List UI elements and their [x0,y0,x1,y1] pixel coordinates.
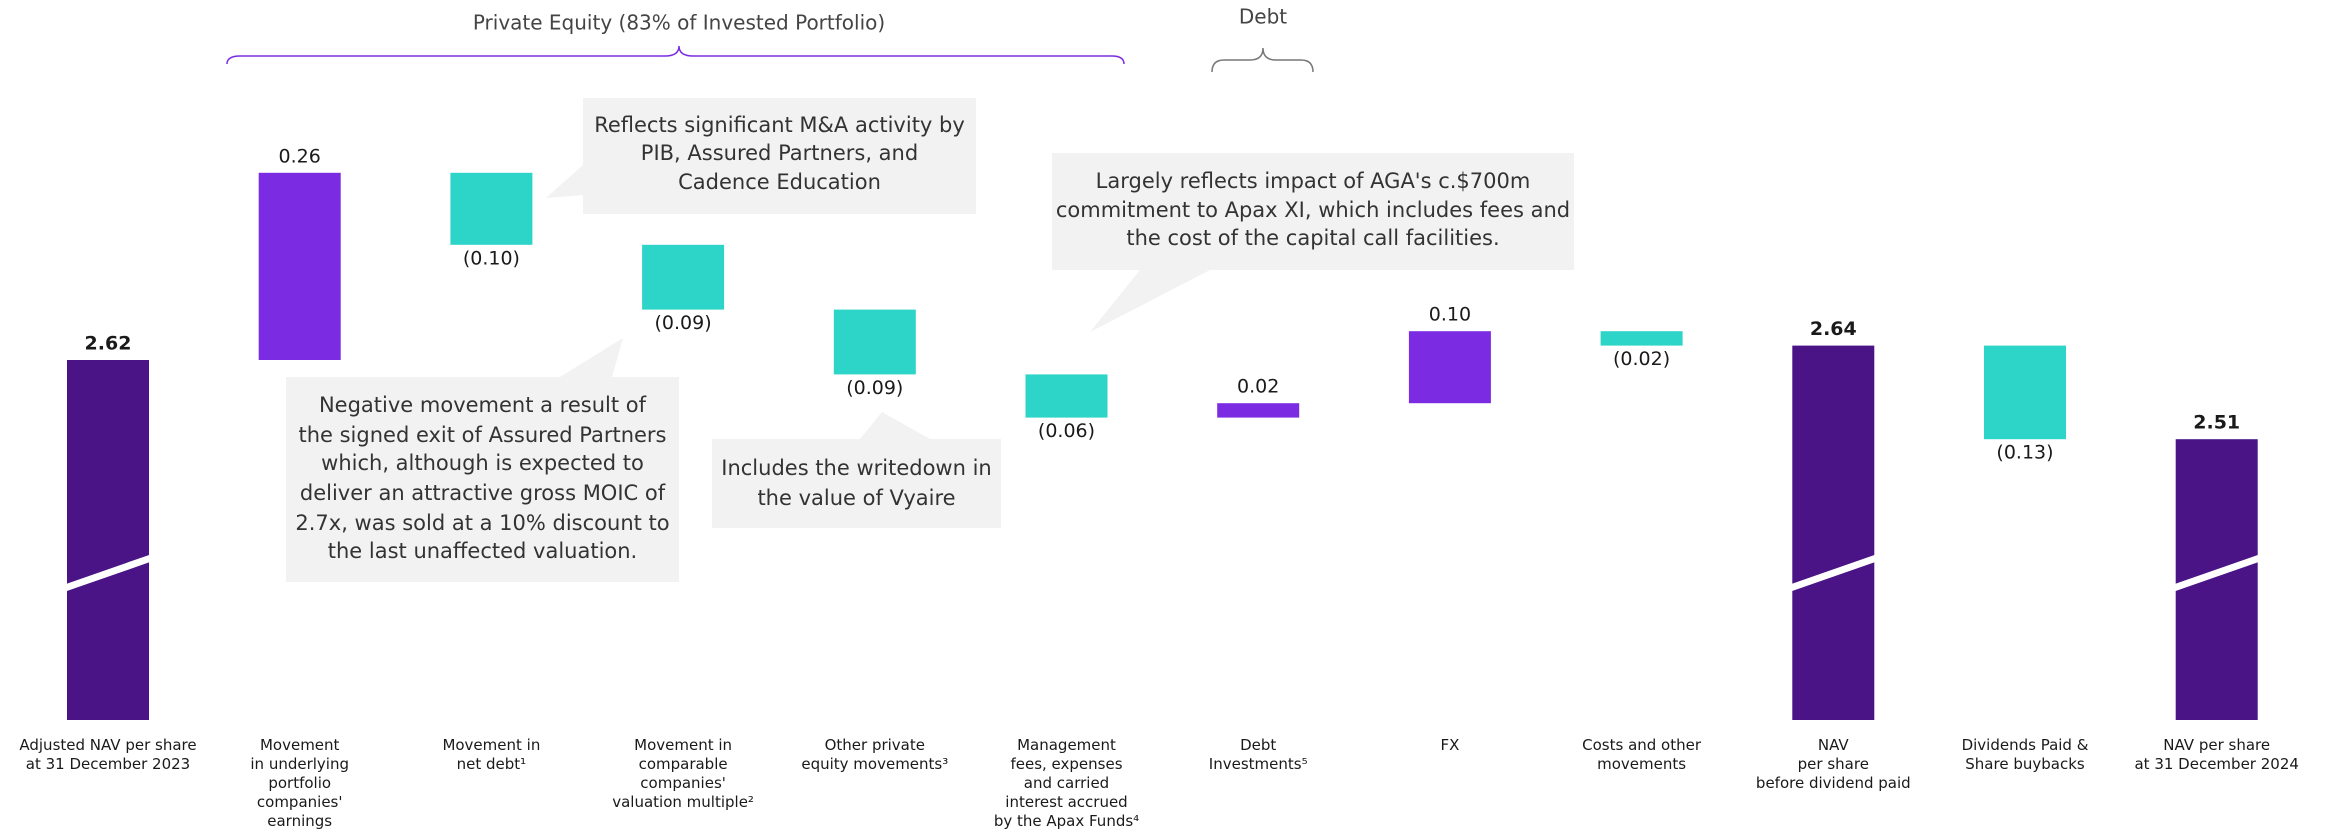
x-tick-label-line: by the Apax Funds⁴ [994,812,1139,830]
value-label: (0.10) [463,247,520,269]
x-tick-label-line: at 31 December 2024 [2134,755,2298,773]
value-label: (0.02) [1613,348,1670,370]
x-tick-label-line: Movement [260,736,340,754]
bar [67,360,149,720]
x-tick-label-line: equity movements³ [801,755,948,773]
x-tick-label-line: in underlying [250,755,349,773]
x-tick-label-line: interest accrued [1005,793,1127,811]
bar [833,309,916,375]
callout-pointer [546,165,583,198]
bar [1025,374,1108,418]
value-label: 2.51 [2193,412,2240,434]
x-tick-label-line: Movement in [634,736,732,754]
group-bracket [1211,47,1314,73]
callout-text: which, although is expected to [321,451,644,475]
bar [1792,345,1875,720]
x-tick-label-line: Share buybacks [1965,755,2085,773]
x-tick-label-line: Debt [1240,736,1276,754]
callout-text: Negative movement a result of [319,393,647,417]
callout-text: Cadence Education [678,170,881,194]
x-tick-label: Movement in underlying portfolio companies'… [250,736,349,830]
x-tick-label-line: companies' [257,793,343,811]
value-label: 2.64 [1810,318,1857,340]
value-label: (0.09) [846,377,903,399]
x-tick-label-line: per share [1798,755,1869,773]
x-tick-label-line: portfolio [268,774,331,792]
x-tick-label-line: Costs and other [1582,736,1702,754]
callout-text: Reflects significant M&A activity by [594,113,965,137]
axis-break [2172,554,2261,592]
value-label: 0.10 [1429,304,1471,326]
group-label: Private Equity (83% of Invested Portfoli… [473,11,885,35]
bar [642,244,725,310]
x-tick-label-line: and carried [1024,774,1109,792]
x-tick-label-line: valuation multiple² [612,793,754,811]
callout-pointer [1090,270,1210,332]
callout-box [286,377,679,582]
x-tick-label: FX [1440,736,1459,754]
callout-box [712,439,1001,528]
x-tick-label: Movement in comparable companies' valuation… [612,736,754,811]
bar [258,172,341,360]
x-tick-label: NAV per share before dividend paid [1756,736,1911,792]
bar [1600,331,1683,346]
x-tick-label-line: earnings [267,812,332,830]
bar [450,172,533,245]
x-tick-label-line: Management [1017,736,1116,754]
callout-text: PIB, Assured Partners, and [641,141,918,165]
callout-text: Largely reflects impact of AGA's c.$700m [1096,169,1531,193]
bar [1217,403,1300,418]
x-tick-label-line: before dividend paid [1756,774,1911,792]
callout-pointer [560,338,623,377]
x-tick-label-line: Movement in [442,736,540,754]
callout-text: deliver an attractive gross MOIC of [300,481,666,505]
bar [1984,345,2066,440]
x-tick-label-line: at 31 December 2023 [26,755,190,773]
x-tick-label: Dividends Paid & Share buybacks [1962,736,2089,773]
value-label: 0.02 [1237,376,1279,398]
x-tick-label-line: Dividends Paid & [1962,736,2089,754]
x-tick-label: Costs and other movements [1582,736,1702,773]
callout-pointer [860,412,930,439]
value-label: (0.09) [655,312,712,334]
x-tick-label-line: NAV [1818,736,1850,754]
x-tick-label: Other private equity movements³ [801,736,948,773]
callout-text: commitment to Apax XI, which includes fe… [1056,198,1570,222]
callout-text: Includes the writedown in [721,456,991,480]
value-label: 0.26 [279,145,321,167]
x-tick-label-line: NAV per share [2163,736,2270,754]
callout-text: 2.7x, was sold at a 10% discount to [295,511,669,535]
group-label: Debt [1239,5,1287,29]
x-tick-label: Management fees, expenses and carried inter… [994,736,1139,830]
x-tick-label-line: movements [1597,755,1686,773]
callout-box [1052,153,1574,270]
x-tick-label-line: Investments⁵ [1209,755,1308,773]
x-tick-label: NAV per share at 31 December 2024 [2134,736,2298,773]
x-tick-label-line: FX [1440,736,1459,754]
x-tick-label: Adjusted NAV per share at 31 December 202… [19,736,196,773]
callout-text: the last unaffected valuation. [328,539,637,563]
x-tick-label: Movement in net debt¹ [442,736,540,773]
x-tick-label-line: Adjusted NAV per share [19,736,196,754]
x-tick-label-line: Other private [825,736,925,754]
group-bracket [226,45,1125,65]
x-tick-label: Debt Investments⁵ [1209,736,1308,773]
x-tick-label-line: comparable [639,755,728,773]
callout-box [583,98,976,214]
callout-text: the cost of the capital call facilities. [1126,226,1499,250]
callout-text: the value of Vyaire [757,486,955,510]
callout-text: the signed exit of Assured Partners [298,423,666,447]
value-label: (0.13) [1996,442,2053,464]
value-label: (0.06) [1038,420,1095,442]
axis-break [1789,554,1878,592]
axis-break [63,554,153,592]
value-label: 2.62 [85,333,132,355]
x-tick-label-line: companies' [640,774,726,792]
x-tick-label-line: fees, expenses [1010,755,1122,773]
bar [1408,331,1491,404]
x-tick-label-line: net debt¹ [457,755,527,773]
